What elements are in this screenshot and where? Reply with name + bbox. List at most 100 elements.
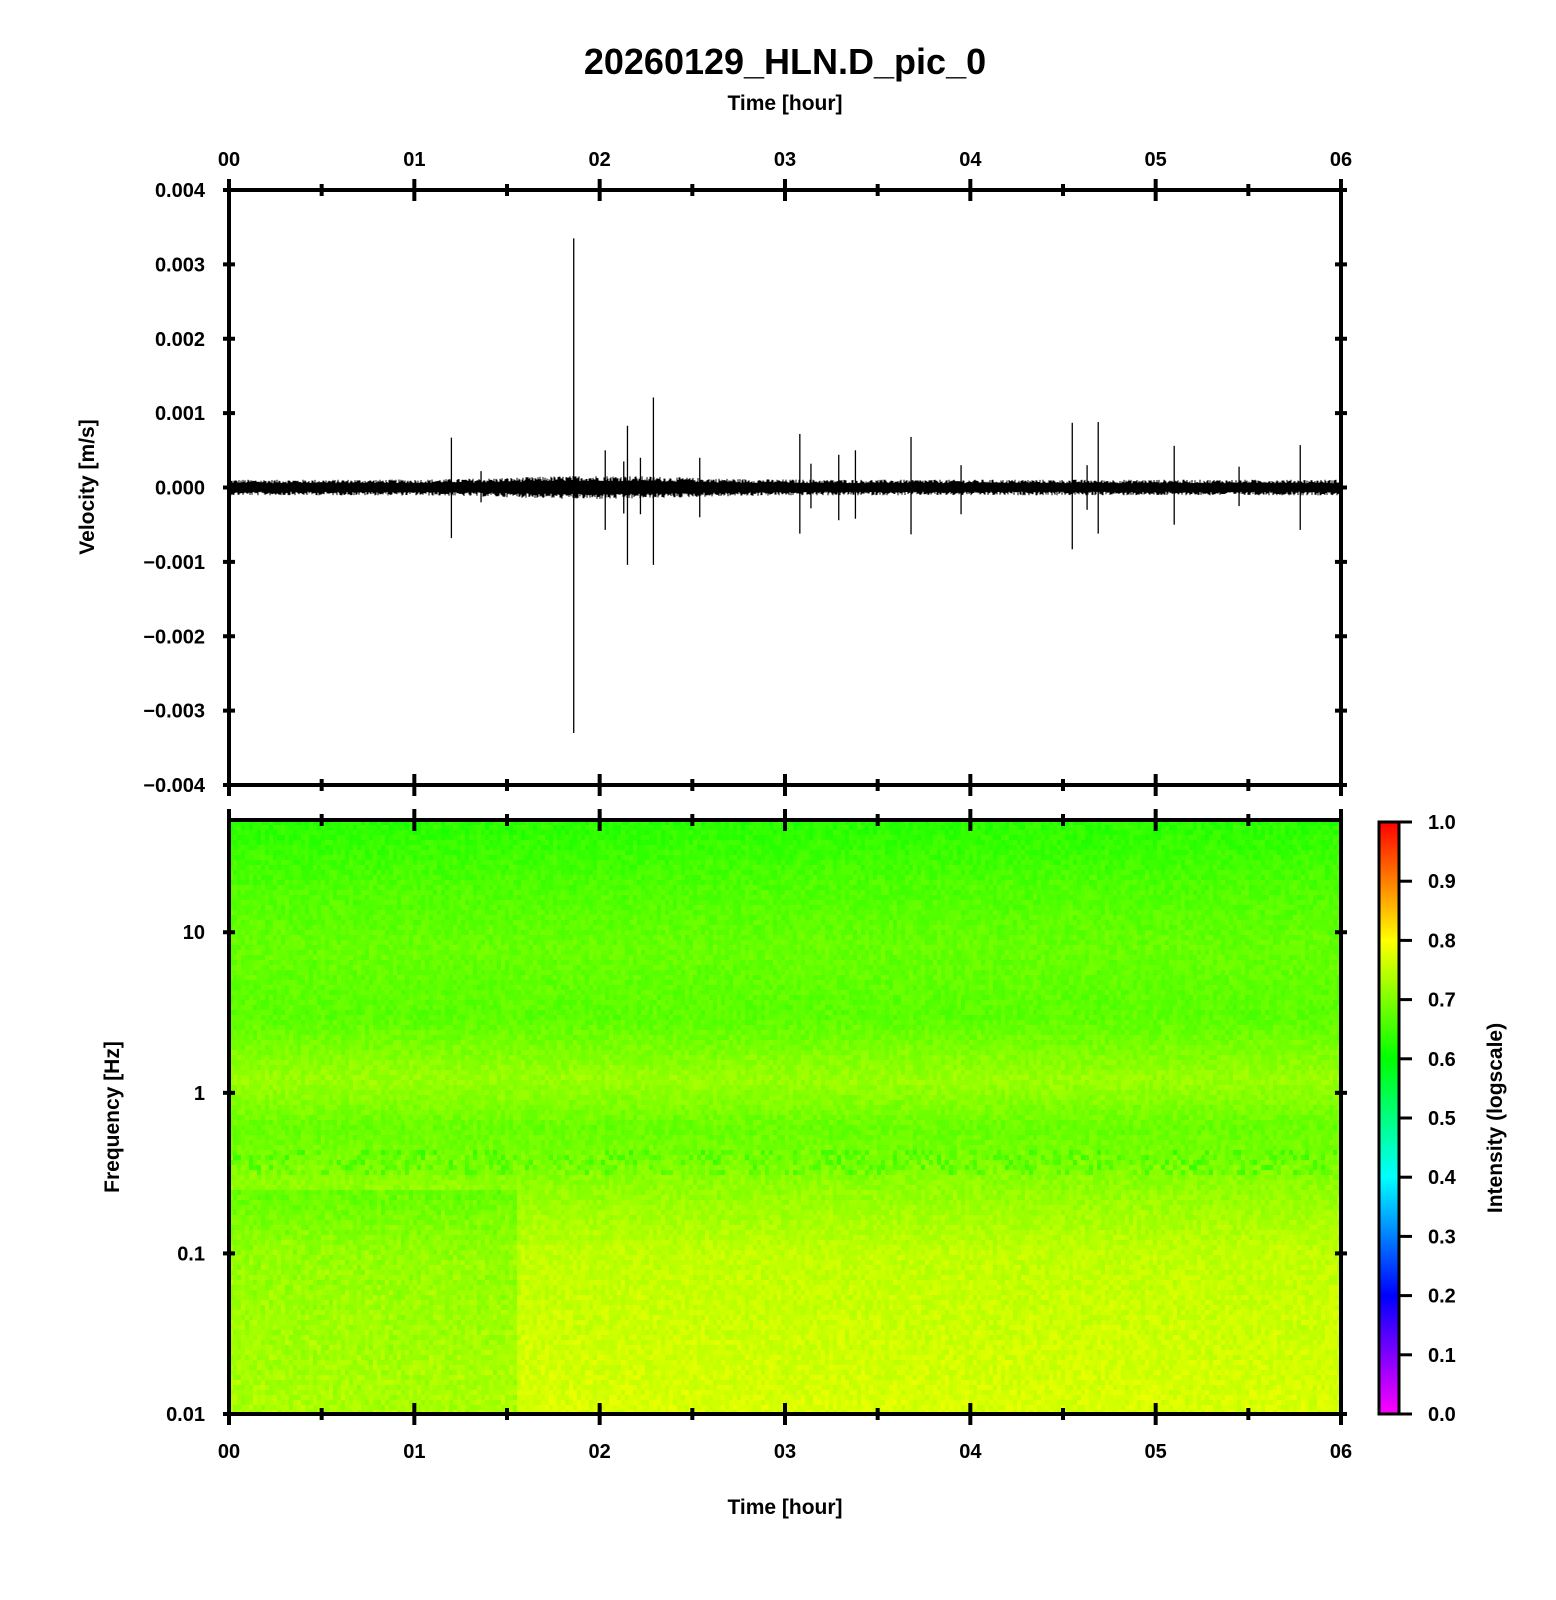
spectrogram-cell — [1109, 830, 1114, 836]
spectrogram-cell — [1241, 890, 1246, 896]
spectrogram-cell — [605, 825, 610, 831]
spectrogram-cell — [673, 830, 678, 836]
spectrogram-cell — [245, 870, 250, 876]
spectrogram-cell — [237, 895, 242, 901]
spectrogram-cell — [1181, 875, 1186, 881]
spectrogram-cell — [1181, 895, 1186, 901]
spectrogram-cell — [1129, 835, 1134, 841]
spectrogram-cell — [621, 840, 626, 846]
spectrogram-cell — [1317, 855, 1322, 861]
spectrogram-cell — [785, 885, 790, 891]
spectrogram-cell — [741, 870, 746, 876]
spectrogram-cell — [1049, 845, 1054, 851]
spectrogram-cell — [1209, 850, 1214, 856]
spectrogram-cell — [1229, 855, 1234, 861]
spectrogram-cell — [1117, 845, 1122, 851]
spectrogram-cell — [1205, 880, 1210, 886]
spectrogram-cell — [369, 895, 374, 901]
spectrogram-cell — [1021, 895, 1026, 901]
spectrogram-cell — [293, 850, 298, 856]
spectrogram-cell — [1089, 850, 1094, 856]
spectrogram-cell — [397, 845, 402, 851]
spectrogram-cell — [1025, 845, 1030, 851]
spectrogram-cell — [509, 890, 514, 896]
spectrogram-cell — [1037, 865, 1042, 871]
spectrogram-cell — [457, 845, 462, 851]
spectrogram-cell — [297, 840, 302, 846]
spectrogram-cell — [1001, 865, 1006, 871]
spectrogram-cell — [381, 870, 386, 876]
spectrogram-cell — [593, 865, 598, 871]
spectrogram-cell — [665, 840, 670, 846]
spectrogram-cell — [1005, 830, 1010, 836]
spectrogram-cell — [881, 850, 886, 856]
spectrogram-cell — [1277, 835, 1282, 841]
spectrogram-cell — [805, 880, 810, 886]
spectrogram-cell — [573, 895, 578, 901]
spectrogram-cell — [445, 880, 450, 886]
spectrogram-cell — [701, 830, 706, 836]
spectrogram-cell — [469, 850, 474, 856]
spectrogram-cell — [1125, 885, 1130, 891]
spectrogram-cell — [1085, 890, 1090, 896]
spectrogram-cell — [521, 880, 526, 886]
spectrogram-cell — [393, 820, 398, 826]
spectrogram-cell — [905, 900, 910, 906]
spectrogram-cell — [1153, 890, 1158, 896]
spectrogram-cell — [805, 820, 810, 826]
spectrogram-cell — [501, 890, 506, 896]
spectrogram-cell — [1137, 840, 1142, 846]
spectrogram-cell — [613, 820, 618, 826]
spectrogram-cell — [917, 835, 922, 841]
spectrogram-cell — [1217, 895, 1222, 901]
spectrogram-cell — [1097, 865, 1102, 871]
spectrogram-cell — [1025, 875, 1030, 881]
spectrogram-cell — [905, 845, 910, 851]
spectrogram-cell — [413, 875, 418, 881]
spectrogram-cell — [1245, 845, 1250, 851]
spectrogram-cell — [1165, 885, 1170, 891]
spectrogram-cell — [1213, 890, 1218, 896]
spectrogram-cell — [645, 845, 650, 851]
spectrogram-cell — [1269, 855, 1274, 861]
spectrogram-cell — [765, 820, 770, 826]
spectrogram-cell — [789, 850, 794, 856]
spectrogram-cell — [889, 860, 894, 866]
spectrogram-cell — [1061, 885, 1066, 891]
spectrogram-cell — [517, 900, 522, 906]
spectrogram-cell — [809, 855, 814, 861]
spectrogram-cell — [429, 860, 434, 866]
spectrogram-cell — [425, 855, 430, 861]
spectrogram-cell — [1305, 870, 1310, 876]
spectrogram-cell — [333, 890, 338, 896]
spectrogram-cell — [437, 835, 442, 841]
spectrogram-cell — [1149, 850, 1154, 856]
spectrogram-cell — [841, 850, 846, 856]
spectrogram-cell — [1305, 825, 1310, 831]
spectrogram-cell — [557, 830, 562, 836]
spectrogram-cell — [921, 830, 926, 836]
spectrogram-cell — [893, 895, 898, 901]
spectrogram-cell — [1261, 875, 1266, 881]
spectrogram-cell — [741, 860, 746, 866]
spectrogram-cell — [929, 895, 934, 901]
spectrogram-cell — [361, 880, 366, 886]
spectrogram-cell — [401, 855, 406, 861]
spectrogram-cell — [1017, 830, 1022, 836]
spectrogram-cell — [917, 885, 922, 891]
spectrogram-cell — [1197, 850, 1202, 856]
spectrogram-cell — [641, 885, 646, 891]
spectrogram-cell — [1257, 840, 1262, 846]
spectrogram-cell — [265, 855, 270, 861]
spectrogram-cell — [417, 870, 422, 876]
spectrogram-cell — [849, 875, 854, 881]
spectrogram-cell — [397, 850, 402, 856]
spectrogram-cell — [781, 880, 786, 886]
spectrogram-cell — [1145, 880, 1150, 886]
spectrogram-cell — [1101, 835, 1106, 841]
spectrogram-cell — [1297, 820, 1302, 826]
spectrogram-cell — [481, 850, 486, 856]
spectrogram-cell — [1325, 875, 1330, 881]
spectrogram-cell — [485, 845, 490, 851]
spectrogram-cell — [1209, 870, 1214, 876]
